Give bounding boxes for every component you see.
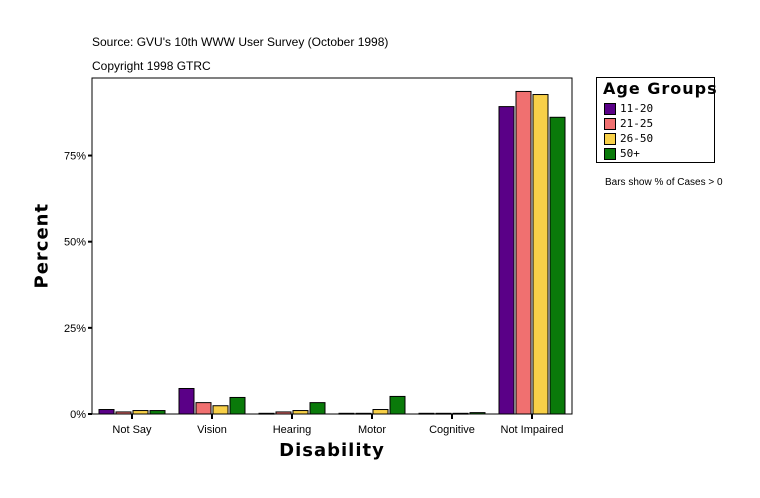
bar [498,106,515,415]
note-text: Bars show % of Cases > 0 [605,177,723,188]
x-tick-label: Not Impaired [501,424,564,436]
legend-item: 11-20 [604,102,653,116]
legend-swatch [604,118,616,130]
bar [452,412,469,415]
bar [98,409,115,415]
bar [115,411,132,415]
bar [515,90,532,415]
legend-item: 26-50 [604,132,653,146]
y-tick-label: 0% [70,409,86,421]
bar [195,402,212,415]
bar [132,410,149,415]
bar [309,402,326,415]
bar [435,412,452,415]
y-tick-label: 75% [64,151,86,163]
legend-item: 21-25 [604,117,653,131]
x-axis-label: Disability [279,440,385,461]
y-tick-label: 25% [64,323,86,335]
legend-label: 50+ [620,147,640,160]
x-tick-label: Cognitive [429,424,475,436]
plot-frame [91,77,573,415]
x-tick-label: Motor [358,424,386,436]
legend-label: 26-50 [620,132,654,145]
x-tick-label: Not Say [112,424,152,436]
bar [469,412,486,415]
y-tick-label: 50% [64,237,86,249]
legend-label: 21-25 [620,117,654,130]
legend-swatch [604,148,616,160]
x-tick-label: Vision [197,424,227,436]
bar [549,116,566,415]
legend-title: Age Groups [603,79,718,98]
bar [418,412,435,415]
copyright-text: Copyright 1998 GTRC [92,59,211,73]
bar [275,411,292,415]
legend-item: 50+ [604,147,640,161]
legend-label: 11-20 [620,102,654,115]
bar [178,387,195,415]
bar [258,412,275,415]
source-text: Source: GVU's 10th WWW User Survey (Octo… [92,35,389,49]
legend-swatch [604,103,616,115]
x-tick-label: Hearing [273,424,312,436]
y-axis-label: Percent [31,202,53,289]
bar [229,396,246,415]
bar [389,395,406,415]
legend-swatch [604,133,616,145]
bar [355,412,372,415]
bar [292,410,309,415]
bar [532,94,549,415]
bar [372,409,389,415]
legend: Age Groups 11-20 21-25 26-50 50+ [596,77,718,163]
bar [212,405,229,415]
bar [338,412,355,415]
bar [149,410,166,415]
